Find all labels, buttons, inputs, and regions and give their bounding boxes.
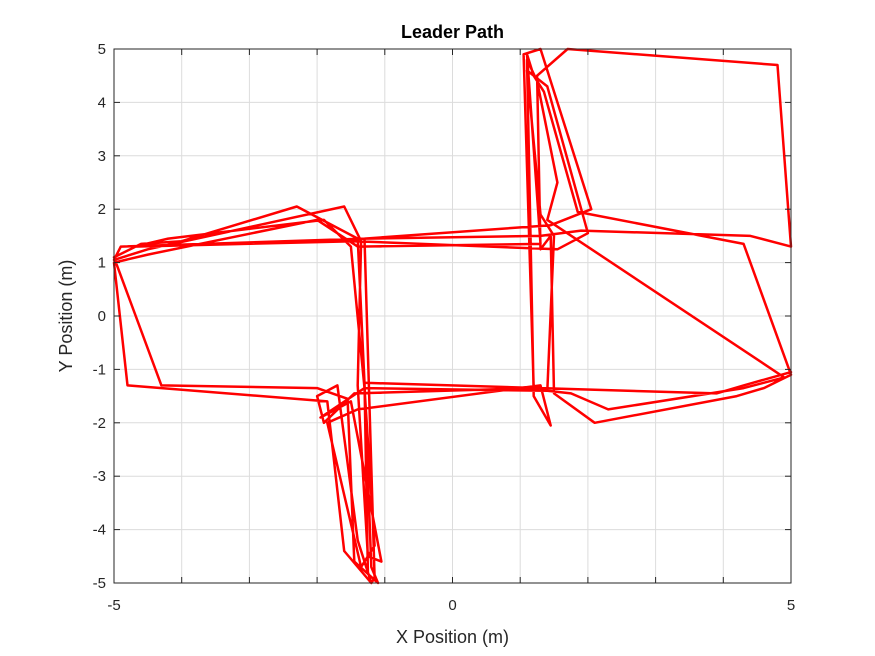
leader-path-line xyxy=(112,47,793,585)
y-tick-label: -2 xyxy=(93,415,106,432)
y-tick-label: 2 xyxy=(98,201,106,218)
chart-title: Leader Path xyxy=(401,22,504,42)
y-tick-label: 5 xyxy=(98,41,106,58)
x-tick-label: 5 xyxy=(787,597,795,614)
x-tick-label: 0 xyxy=(448,597,456,614)
tick-layer: -5 0 5 -5 -4 -3 -2 -1 0 1 2 3 4 5 xyxy=(93,41,796,614)
y-tick-label: -4 xyxy=(93,522,106,539)
x-tick-label: -5 xyxy=(107,597,120,614)
x-axis-label: X Position (m) xyxy=(396,627,509,647)
y-tick-label: -5 xyxy=(93,575,106,592)
y-tick-label: -3 xyxy=(93,468,106,485)
series-layer xyxy=(112,47,793,585)
y-tick-label: 4 xyxy=(98,94,106,111)
y-tick-label: 1 xyxy=(98,255,106,272)
y-axis-label: Y Position (m) xyxy=(56,260,76,373)
y-tick-label: 3 xyxy=(98,148,106,165)
y-tick-label: 0 xyxy=(98,308,106,325)
y-tick-label: -1 xyxy=(93,361,106,378)
